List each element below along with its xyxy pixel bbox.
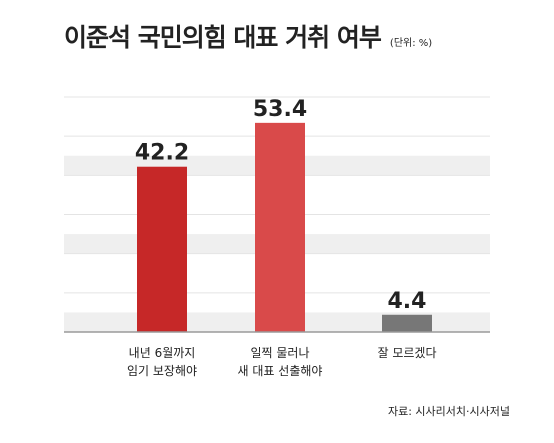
category-label: 잘 모르겠다 (377, 346, 436, 360)
bar (382, 314, 432, 332)
category-label: 일찍 물러나 (250, 346, 309, 360)
bar (255, 122, 305, 332)
category-label: 새 대표 선출해야 (238, 364, 323, 378)
data-label: 4.4 (388, 289, 427, 314)
category-label: 내년 6월까지 (129, 346, 196, 360)
chart-header: 이준석 국민의힘 대표 거취 여부 (단위: %) (64, 18, 432, 54)
source-note: 자료: 시사리서치·시사저널 (387, 405, 510, 418)
chart-title: 이준석 국민의힘 대표 거취 여부 (64, 23, 382, 52)
unit-label: (단위: %) (389, 38, 433, 49)
bar (137, 166, 187, 332)
data-label: 42.2 (135, 141, 189, 166)
category-label: 임기 보장해야 (127, 364, 197, 378)
data-label: 53.4 (253, 97, 307, 122)
